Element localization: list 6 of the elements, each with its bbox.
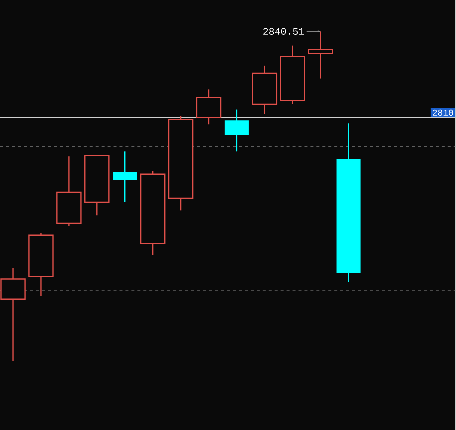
candlestick [308,30,334,80]
text: 2810 [433,110,454,116]
candlestick [28,232,54,297]
candlestick [113,150,138,203]
annotation: 2840.51 [264,28,304,35]
candlestick [56,156,82,227]
